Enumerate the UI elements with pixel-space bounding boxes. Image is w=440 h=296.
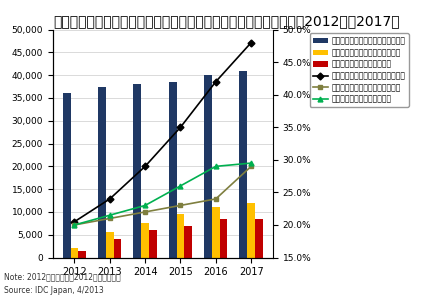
Bar bbox=[184, 226, 192, 258]
法人利用スマートフォン仮想化率 bbox=[213, 197, 218, 201]
法人向けクライアント仮想化導入率 bbox=[72, 220, 77, 223]
Legend: 法人向けクライアント累計稼働台数, 法人利用スマートフォン加入者数, 法人利用タブレット稼働台数, 法人向けクライアント仮想化導入率, 法人利用スマートフォン仮: 法人向けクライアント累計稼働台数, 法人利用スマートフォン加入者数, 法人利用タ… bbox=[310, 33, 409, 107]
法人利用タブレット仮想化率 bbox=[249, 161, 254, 165]
Line: 法人向けクライアント仮想化導入率: 法人向けクライアント仮想化導入率 bbox=[72, 40, 253, 224]
Bar bbox=[212, 207, 220, 258]
法人利用タブレット仮想化率 bbox=[178, 184, 183, 188]
法人利用スマートフォン仮想化率 bbox=[107, 217, 113, 220]
Line: 法人利用タブレット仮想化率: 法人利用タブレット仮想化率 bbox=[72, 161, 253, 227]
Bar bbox=[169, 82, 176, 258]
法人向けクライアント仮想化導入率 bbox=[107, 197, 113, 201]
法人向けクライアント仮想化導入率 bbox=[213, 80, 218, 83]
法人向けクライアント仮想化導入率 bbox=[143, 165, 148, 168]
法人向けクライアント仮想化導入率 bbox=[178, 126, 183, 129]
法人利用タブレット仮想化率 bbox=[213, 165, 218, 168]
法人利用タブレット仮想化率 bbox=[72, 223, 77, 227]
Bar bbox=[98, 86, 106, 258]
法人利用スマートフォン仮想化率 bbox=[249, 165, 254, 168]
法人利用スマートフォン仮想化率 bbox=[178, 204, 183, 207]
法人利用スマートフォン仮想化率 bbox=[72, 223, 77, 227]
Text: Source: IDC Japan, 4/2013: Source: IDC Japan, 4/2013 bbox=[4, 286, 104, 295]
Bar bbox=[133, 84, 141, 258]
Bar bbox=[176, 214, 184, 258]
Bar bbox=[78, 251, 86, 258]
法人向けクライアント仮想化導入率 bbox=[249, 41, 254, 44]
Bar bbox=[114, 239, 121, 258]
Bar bbox=[141, 223, 149, 258]
Bar bbox=[70, 248, 78, 258]
Line: 法人利用スマートフォン仮想化率: 法人利用スマートフォン仮想化率 bbox=[72, 164, 253, 227]
Bar bbox=[247, 203, 255, 258]
法人利用タブレット仮想化率 bbox=[107, 213, 113, 217]
Bar bbox=[220, 219, 227, 258]
法人利用スマートフォン仮想化率 bbox=[143, 210, 148, 214]
法人利用タブレット仮想化率 bbox=[143, 204, 148, 207]
Bar bbox=[63, 94, 70, 258]
Text: Note: 2012年は実積値、2012年以降は予測: Note: 2012年は実積値、2012年以降は予測 bbox=[4, 273, 121, 282]
Bar bbox=[149, 230, 157, 258]
Bar bbox=[255, 219, 263, 258]
Bar bbox=[106, 232, 114, 258]
Bar bbox=[204, 75, 212, 258]
Text: 国内クライアント仮想化／モバイル仮想化デバイス別導入率予測、2012年～2017年: 国内クライアント仮想化／モバイル仮想化デバイス別導入率予測、2012年～2017… bbox=[53, 15, 400, 28]
Bar bbox=[239, 71, 247, 258]
